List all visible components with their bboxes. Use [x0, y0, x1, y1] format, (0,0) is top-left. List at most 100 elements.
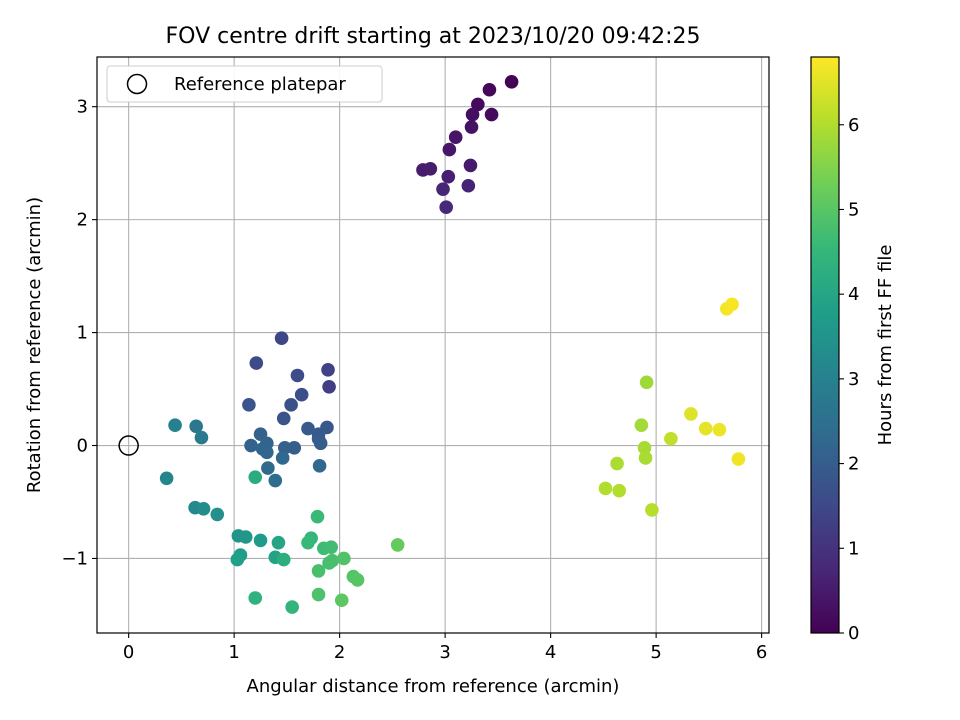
scatter-point — [260, 445, 274, 460]
scatter-point — [634, 418, 649, 432]
x-tick-label: 5 — [650, 642, 661, 663]
scatter-point — [441, 169, 456, 184]
x-tick-label: 1 — [228, 642, 239, 663]
legend-box — [106, 65, 383, 103]
scatter-point — [350, 573, 365, 587]
scatter-point — [248, 470, 263, 484]
scatter-point — [321, 363, 335, 377]
legend-label: Reference platepar — [174, 74, 346, 95]
scatter-point — [159, 471, 174, 486]
legend: Reference platepar — [106, 65, 383, 103]
scatter-point — [285, 600, 299, 614]
colorbar-tick-label: 0 — [848, 623, 859, 644]
scatter-point — [248, 591, 263, 605]
reference-platepar-marker — [118, 435, 139, 456]
y-axis-label: Rotation from reference (arcmin) — [24, 197, 45, 493]
scatter-point — [210, 507, 225, 522]
scatter-point — [324, 540, 338, 554]
colorbar-label: Hours from first FF file — [875, 245, 896, 446]
scatter-point — [244, 438, 258, 453]
y-tick-label: 0 — [77, 436, 88, 457]
scatter-point — [189, 419, 203, 434]
scatter-point — [463, 158, 478, 173]
y-axis-ticks: −1 0 1 2 3 — [61, 97, 97, 569]
scatter-point — [274, 331, 289, 346]
plot-frame — [96, 56, 770, 634]
scatter-point — [290, 368, 305, 383]
scatter-point — [322, 379, 336, 394]
x-axis-ticks: 0 1 2 3 4 5 6 — [123, 633, 767, 663]
scatter-point — [301, 535, 315, 550]
scatter-point — [448, 130, 463, 144]
scatter-point — [194, 430, 209, 445]
scatter-point — [461, 178, 476, 193]
scatter-point — [664, 431, 678, 446]
y-tick-label: 1 — [77, 323, 88, 344]
colorbar-gradient — [810, 56, 840, 634]
scatter-point — [311, 587, 326, 602]
scatter-point — [471, 97, 485, 112]
colorbar-tick-label: 2 — [848, 454, 859, 475]
scatter-point — [284, 398, 298, 412]
colorbar-tick-label: 4 — [848, 284, 859, 305]
grid — [97, 57, 769, 633]
chart-title: FOV centre drift starting at 2023/10/20 … — [166, 24, 701, 49]
colorbar-ticks: 0 1 2 3 4 5 6 — [839, 115, 859, 644]
scatter-points — [159, 75, 746, 614]
scatter-point — [464, 120, 479, 134]
scatter-point — [731, 452, 746, 466]
scatter-point — [484, 107, 499, 122]
x-tick-label: 6 — [756, 642, 767, 663]
scatter-point — [684, 407, 698, 421]
scatter-point — [312, 459, 327, 473]
scatter-point — [313, 436, 328, 451]
scatter-point — [390, 538, 405, 552]
scatter-point — [271, 535, 286, 550]
scatter-point — [337, 551, 351, 566]
scatter-point — [725, 297, 739, 312]
scatter-point — [610, 456, 624, 471]
scatter-point — [442, 142, 457, 157]
scatter-point — [168, 418, 182, 432]
scatter-point — [638, 451, 653, 465]
scatter-point — [637, 440, 652, 455]
scatter-point — [294, 387, 309, 402]
colorbar-tick-label: 5 — [848, 199, 859, 220]
scatter-point — [261, 461, 275, 475]
scatter-point — [645, 503, 659, 517]
scatter-point — [712, 422, 727, 437]
plot-background — [97, 57, 769, 633]
x-tick-label: 0 — [123, 642, 134, 663]
colorbar-tick-label: 3 — [848, 369, 859, 390]
scatter-point — [465, 107, 480, 122]
scatter-point — [612, 483, 626, 498]
y-tick-label: 2 — [77, 210, 88, 231]
colorbar: 0 1 2 3 4 5 6 Hours from first FF file — [810, 56, 896, 644]
scatter-point — [268, 473, 283, 488]
scatter-point — [639, 375, 654, 390]
x-tick-label: 3 — [439, 642, 450, 663]
scatter-point — [238, 530, 253, 544]
scatter-point — [310, 509, 325, 524]
scatter-point — [423, 162, 438, 176]
scatter-point — [196, 501, 211, 516]
scatter-point — [277, 440, 292, 455]
scatter-point — [311, 564, 326, 578]
scatter-point — [325, 553, 340, 568]
scatter-point — [301, 421, 315, 436]
scatter-point — [482, 82, 497, 97]
x-tick-label: 2 — [334, 642, 345, 663]
scatter-point — [504, 75, 519, 89]
scatter-point — [249, 356, 264, 370]
legend-marker — [126, 73, 148, 95]
scatter-point — [436, 182, 450, 196]
scatter-point — [275, 451, 290, 465]
scatter-point — [230, 552, 245, 567]
x-axis-label: Angular distance from reference (arcmin) — [247, 676, 620, 697]
colorbar-tick-label: 1 — [848, 538, 859, 559]
scatter-point — [287, 440, 302, 455]
y-tick-label: 3 — [77, 97, 88, 118]
scatter-point — [276, 411, 291, 426]
scatter-point — [598, 481, 613, 496]
